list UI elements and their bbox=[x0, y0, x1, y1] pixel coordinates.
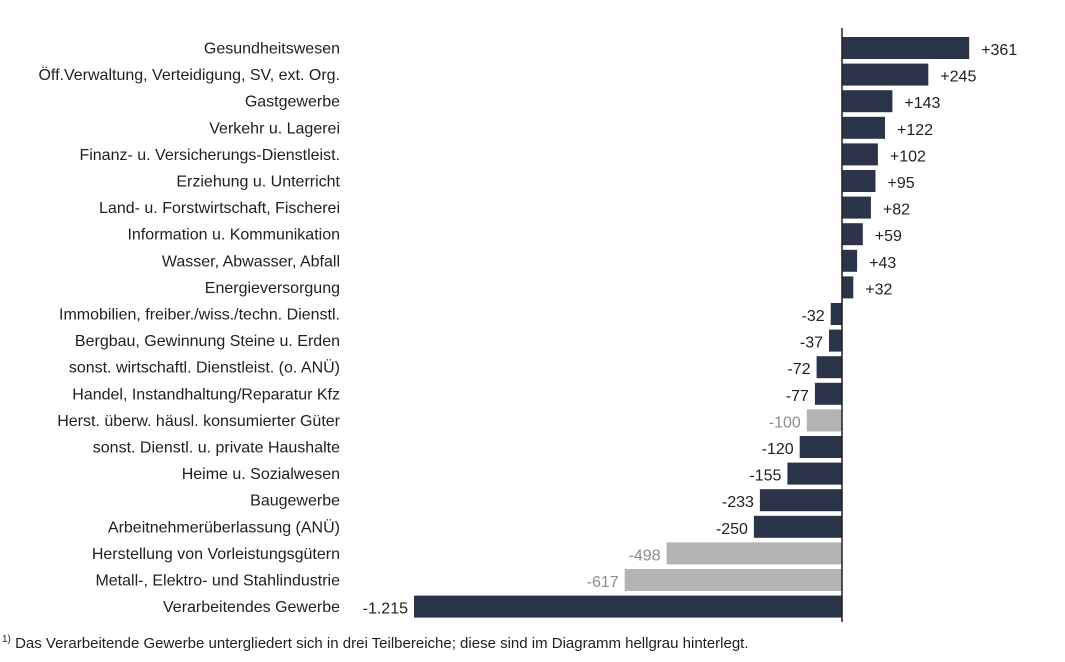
bar bbox=[842, 63, 929, 86]
value-label: +122 bbox=[897, 122, 933, 139]
bar bbox=[830, 303, 842, 325]
bar bbox=[842, 223, 863, 246]
footnote-marker: 1) bbox=[2, 634, 11, 645]
category-label: Herstellung von Vorleistungsgütern bbox=[92, 546, 340, 563]
bar bbox=[842, 276, 854, 299]
value-label: +32 bbox=[865, 281, 892, 298]
bar bbox=[753, 515, 842, 538]
bar bbox=[842, 90, 893, 113]
category-label: Arbeitnehmerüberlassung (ANÜ) bbox=[108, 518, 340, 536]
category-label: Gesundheitswesen bbox=[204, 41, 340, 58]
value-label: +43 bbox=[869, 255, 896, 272]
bar bbox=[842, 170, 876, 192]
footnote-text: Das Verarbeitende Gewerbe untergliedert … bbox=[10, 635, 749, 652]
value-label: -617 bbox=[587, 574, 619, 591]
bar bbox=[666, 542, 842, 565]
value-label: +102 bbox=[890, 148, 926, 165]
bar bbox=[787, 462, 842, 485]
value-label: -37 bbox=[800, 335, 823, 352]
bar bbox=[842, 249, 858, 272]
category-label: Baugewerbe bbox=[250, 493, 340, 510]
value-label: -120 bbox=[762, 441, 794, 458]
bar bbox=[842, 143, 878, 166]
value-label: -250 bbox=[716, 521, 748, 538]
bar bbox=[842, 196, 871, 219]
bar bbox=[806, 409, 842, 432]
bar bbox=[799, 436, 842, 458]
category-labels: Gesundheitswesen Öff.Verwaltung, Verteidi… bbox=[38, 41, 340, 617]
value-label: +59 bbox=[875, 228, 902, 245]
value-label: -72 bbox=[787, 361, 810, 378]
category-label: Verkehr u. Lagerei bbox=[209, 120, 340, 137]
bar bbox=[814, 382, 842, 405]
value-label: -498 bbox=[629, 547, 661, 564]
bar bbox=[624, 569, 842, 591]
bar bbox=[829, 329, 842, 352]
value-label: +143 bbox=[904, 95, 940, 112]
category-label: Öff.Verwaltung, Verteidigung, SV, ext. O… bbox=[38, 66, 340, 84]
value-label: +361 bbox=[981, 42, 1017, 59]
value-label: +82 bbox=[883, 202, 910, 219]
category-label: Gastgewerbe bbox=[245, 94, 340, 111]
bar bbox=[759, 489, 842, 512]
value-label: -155 bbox=[749, 468, 781, 485]
bars-group bbox=[414, 37, 970, 618]
bar bbox=[842, 116, 885, 139]
value-labels: +361 +245+143 +122 +102 +95 +82 +59 +43 +32 -32 -3… bbox=[363, 42, 1018, 618]
value-label: -32 bbox=[802, 308, 825, 325]
category-label: Information u. Kommunikation bbox=[127, 227, 340, 244]
bar bbox=[414, 595, 842, 618]
category-label: Heime u. Sozialwesen bbox=[182, 466, 340, 483]
category-label: Herst. überw. häusl. konsumierter Güter bbox=[57, 413, 340, 430]
footnote: 1) Das Verarbeitende Gewerbe untergliede… bbox=[2, 634, 749, 652]
bar-chart: Gesundheitswesen Öff.Verwaltung, Verteidi… bbox=[38, 28, 1018, 622]
category-label: Verarbeitendes Gewerbe bbox=[163, 599, 340, 616]
bar bbox=[816, 356, 842, 379]
value-label: +95 bbox=[888, 175, 915, 192]
value-label: -100 bbox=[769, 414, 801, 431]
category-label: Energieversorgung bbox=[205, 280, 340, 297]
value-label: -77 bbox=[786, 388, 809, 405]
value-label: -233 bbox=[722, 494, 754, 511]
bar bbox=[842, 37, 970, 59]
category-label: Finanz- u. Versicherungs-Dienstleist. bbox=[79, 147, 340, 164]
category-label: Immobilien, freiber./wiss./techn. Dienst… bbox=[59, 307, 340, 324]
category-label: sonst. Dienstl. u. private Haushalte bbox=[93, 440, 340, 457]
category-label: Metall-, Elektro- und Stahlindustrie bbox=[95, 573, 340, 590]
category-label: Handel, Instandhaltung/Reparatur Kfz bbox=[72, 386, 340, 403]
category-label: Land- u. Forstwirtschaft, Fischerei bbox=[99, 200, 340, 217]
category-label: Wasser, Abwasser, Abfall bbox=[162, 253, 340, 270]
category-label: sonst. wirtschaftl. Dienstleist. (o. ANÜ… bbox=[69, 359, 340, 377]
category-label: Bergbau, Gewinnung Steine u. Erden bbox=[75, 333, 340, 350]
value-label: -1.215 bbox=[363, 601, 408, 618]
category-label: Erziehung u. Unterricht bbox=[176, 174, 340, 191]
value-label: +245 bbox=[940, 69, 976, 86]
